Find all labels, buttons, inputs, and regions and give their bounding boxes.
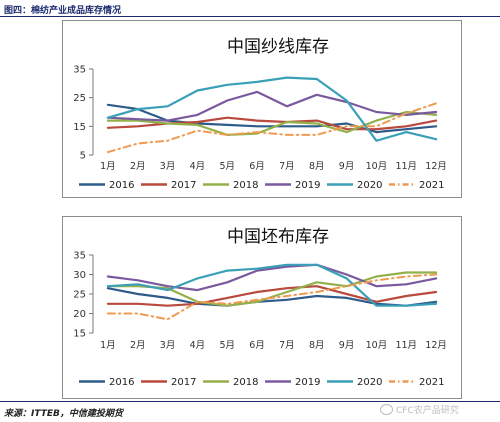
x-tick-label: 4月	[190, 340, 206, 351]
x-tick-label: 4月	[190, 161, 206, 172]
grey-fabric-inventory-chart: 中国坯布库存 15 20 25 30 35 1月 2月 3月 4月 5月 6月 7月 8月 9月 10月 11月…	[62, 216, 462, 399]
x-tick-label: 6月	[249, 161, 265, 172]
x-tick-label: 10月	[366, 161, 388, 172]
x-tick-label: 5月	[219, 161, 235, 172]
x-tick-label: 1月	[100, 161, 116, 172]
legend-label-2017: 2017	[171, 180, 196, 191]
top-rule	[0, 16, 500, 17]
x-tick-label: 5月	[219, 340, 235, 351]
x-tick-label: 9月	[339, 161, 355, 172]
x-tick-label: 12月	[425, 161, 447, 172]
legend-label-2016: 2016	[109, 180, 134, 191]
source-note: 来源：ITTEB，中信建投期货	[4, 409, 123, 419]
x-tick-label: 2月	[130, 340, 146, 351]
series-line-2020	[106, 76, 438, 142]
x-tick-label: 11月	[395, 161, 417, 172]
y-tick-label: 15	[73, 122, 86, 133]
legend-label-2016: 2016	[109, 377, 134, 388]
series-line-2020	[106, 263, 438, 307]
chart-title: 中国坯布库存	[227, 227, 329, 247]
chart-title: 中国纱线库存	[227, 37, 329, 57]
x-tick-label: 3月	[160, 340, 176, 351]
legend-label-2018: 2018	[233, 180, 258, 191]
x-tick-label: 7月	[279, 340, 295, 351]
x-tick-label: 2月	[130, 161, 146, 172]
y-tick-label: 5	[80, 151, 86, 162]
x-tick-label: 9月	[339, 340, 355, 351]
legend-label-2019: 2019	[295, 180, 320, 191]
legend-label-2021: 2021	[419, 377, 444, 388]
y-tick-label: 30	[73, 270, 86, 281]
x-tick-label: 1月	[100, 340, 116, 351]
x-tick-label: 7月	[279, 161, 295, 172]
legend-label-2021: 2021	[419, 180, 444, 191]
series-line-2019	[106, 263, 438, 292]
watermark: CFC农产品研究	[380, 403, 459, 416]
legend-label-2017: 2017	[171, 377, 196, 388]
grey-fabric-inventory-plot: 中国坯布库存 15 20 25 30 35 1月 2月 3月 4月 5月 6月 7月 8月 9月 10月 11月…	[73, 227, 447, 388]
y-tick-label: 35	[73, 65, 86, 76]
y-tick-label: 25	[73, 290, 86, 301]
series-line-2017	[106, 285, 438, 307]
legend-label-2020: 2020	[357, 180, 382, 191]
bottom-rule	[0, 401, 500, 402]
legend-label-2018: 2018	[233, 377, 258, 388]
x-tick-label: 3月	[160, 161, 176, 172]
series-line-2021	[106, 102, 438, 154]
wechat-icon	[380, 404, 393, 415]
series-line-2016	[106, 287, 438, 307]
figure-title: 图四：棉纺产业成品库存情况	[4, 6, 122, 16]
x-tick-label: 8月	[309, 340, 325, 351]
yarn-inventory-plot: 中国纱线库存 5 15 25 35 1月 2月 3月 4月 5月 6月 7月 8月 9月 10月 11月 12月…	[73, 37, 447, 191]
legend-label-2020: 2020	[357, 377, 382, 388]
series-line-2018	[106, 110, 438, 137]
y-tick-label: 15	[73, 329, 86, 340]
series-line-2016	[106, 103, 438, 134]
x-tick-label: 11月	[395, 340, 417, 351]
yarn-inventory-chart: 中国纱线库存 5 15 25 35 1月 2月 3月 4月 5月 6月 7月 8月 9月 10月 11月 12月…	[62, 20, 462, 198]
legend-label-2019: 2019	[295, 377, 320, 388]
y-tick-label: 20	[73, 309, 86, 320]
series-line-2021	[106, 273, 438, 321]
y-tick-label: 25	[73, 93, 86, 104]
x-tick-label: 12月	[425, 340, 447, 351]
x-tick-label: 6月	[249, 340, 265, 351]
x-tick-label: 10月	[366, 340, 388, 351]
y-tick-label: 35	[73, 251, 86, 262]
series-line-2019	[106, 90, 438, 122]
x-tick-label: 8月	[309, 161, 325, 172]
watermark-text: CFC农产品研究	[396, 406, 459, 416]
